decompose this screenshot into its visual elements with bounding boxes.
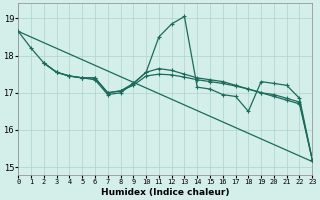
X-axis label: Humidex (Indice chaleur): Humidex (Indice chaleur)	[101, 188, 229, 197]
